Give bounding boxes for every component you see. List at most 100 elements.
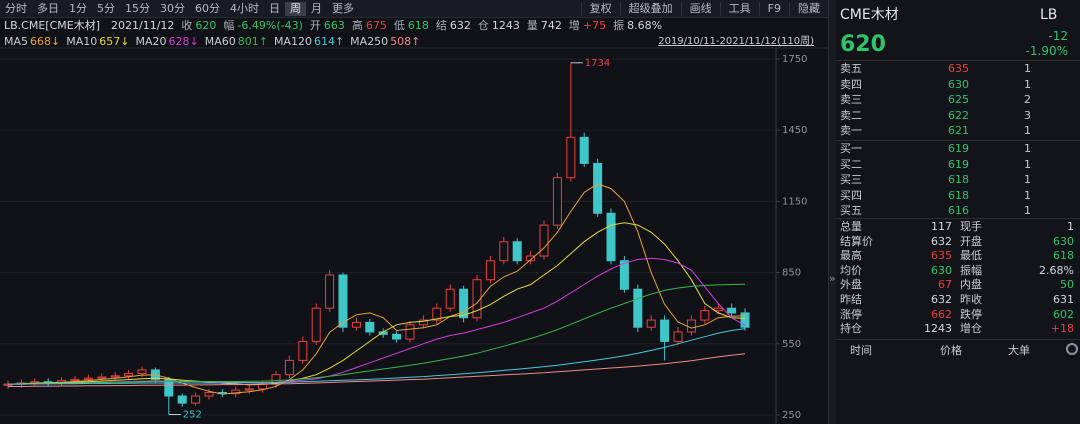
quote-label: 增 xyxy=(568,19,580,32)
book-price: 625 xyxy=(948,93,969,107)
candle-body xyxy=(418,319,428,326)
book-price: 616 xyxy=(948,204,969,218)
stat-label: 昨收 xyxy=(960,293,982,306)
period-tab[interactable]: 4小时 xyxy=(230,1,259,15)
legend-value: 508↑ xyxy=(390,35,421,48)
book-label: 买五 xyxy=(840,204,862,218)
instrument-code: LB xyxy=(1040,7,1058,23)
book-price: 622 xyxy=(948,108,969,122)
book-label: 卖三 xyxy=(840,93,862,107)
quote-item: 高 675 xyxy=(352,19,387,33)
stat-value: 50 xyxy=(1060,278,1074,292)
tool-button[interactable]: 画线 xyxy=(680,1,720,16)
period-tab[interactable]: 5分 xyxy=(97,1,115,15)
quote-value: 1243 xyxy=(491,19,520,32)
column-header: 大单 xyxy=(1008,344,1030,357)
ma-legend: MA5 668↓ MA10 657↓ MA20 628↓ MA60 801↑ MA120 614↑… xyxy=(4,35,420,49)
y-tick-label: 850 xyxy=(782,268,801,279)
legend-value: 801↑ xyxy=(237,35,268,48)
instrument-name: CME木材 xyxy=(840,7,899,23)
candle-body xyxy=(606,212,616,262)
stat-label: 增仓 xyxy=(960,322,982,336)
candle-body xyxy=(351,321,361,328)
legend-entry: MA250 508↑ xyxy=(350,35,420,49)
candle-body xyxy=(70,378,80,382)
stat-value: 117 xyxy=(931,220,952,233)
candle-body xyxy=(311,307,321,342)
book-price: 619 xyxy=(948,142,969,155)
candle-body xyxy=(177,395,187,404)
legend-entry: MA60 801↑ xyxy=(205,35,268,49)
candle-body xyxy=(660,319,670,342)
tool-button[interactable]: 隐藏 xyxy=(789,1,828,16)
stat-value: 618 xyxy=(1053,249,1074,263)
y-tick-label: 1450 xyxy=(782,125,807,136)
quote-item: 开 663 xyxy=(310,19,345,33)
ma-line xyxy=(7,222,746,386)
period-tab[interactable]: 月 xyxy=(311,1,322,15)
period-tab[interactable]: 分时 xyxy=(5,1,27,15)
candle-body xyxy=(392,333,402,340)
stat-label: 内盘 xyxy=(960,278,982,292)
stat-value: 662 xyxy=(931,307,952,321)
period-tab[interactable]: 15分 xyxy=(125,1,150,15)
book-label: 买四 xyxy=(840,188,862,202)
tool-button[interactable]: 复权 xyxy=(580,1,620,16)
y-tick-label: 250 xyxy=(782,410,801,421)
stat-value: 1243 xyxy=(924,322,952,336)
legend-name: MA10 xyxy=(66,35,98,48)
high-annotation: 1734 xyxy=(585,58,610,69)
price-change: -12 xyxy=(1048,29,1068,43)
stat-value: 2.68% xyxy=(1039,263,1074,277)
period-tab[interactable]: 多日 xyxy=(37,1,59,15)
period-tab[interactable]: 周 xyxy=(285,1,306,16)
stat-value: 630 xyxy=(1053,234,1074,248)
candle-body xyxy=(552,177,562,226)
range-label[interactable]: 2019/10/11-2021/11/12(110周) xyxy=(658,36,814,47)
candle-body xyxy=(137,369,147,374)
quote-panel xyxy=(836,0,1080,424)
legend-value: 657↓ xyxy=(99,35,130,48)
quote-label: 振 xyxy=(613,19,625,32)
collapse-button[interactable]: » xyxy=(829,272,836,285)
legend-name: MA60 xyxy=(204,35,236,48)
separator xyxy=(836,339,1080,340)
period-tab[interactable]: 更多 xyxy=(332,1,354,15)
legend-name: MA5 xyxy=(4,35,29,48)
book-label: 卖四 xyxy=(840,77,862,91)
quote-item: 幅 -6.49%(-43) xyxy=(223,19,302,33)
ma-line xyxy=(8,353,746,387)
period-tab[interactable]: 日 xyxy=(269,1,280,15)
tool-button[interactable]: 超级叠加 xyxy=(619,1,681,16)
quote-value: 8.68% xyxy=(627,19,663,32)
quote-bar: LB.CME[CME木材] 2021/11/12 收 620 幅 -6.49%(-43) 开… xyxy=(4,19,662,33)
book-volume: 1 xyxy=(1024,204,1031,218)
quote-item: 结 632 xyxy=(436,19,471,33)
period-tab[interactable]: 60分 xyxy=(195,1,220,15)
settings-icon[interactable] xyxy=(1066,343,1078,355)
period-tab[interactable]: 1分 xyxy=(69,1,87,15)
tool-group: 复权 超级叠加 画线 工具 F9 隐藏 xyxy=(580,0,828,17)
legend-value: 614↑ xyxy=(313,35,345,48)
stat-value: 67 xyxy=(938,278,952,292)
legend-name: MA20 xyxy=(135,35,167,48)
candle-body xyxy=(284,359,294,376)
book-price: 635 xyxy=(948,62,969,75)
separator xyxy=(836,60,1080,61)
candle-body xyxy=(83,377,93,380)
candle-body xyxy=(512,241,522,262)
book-volume: 1 xyxy=(1024,62,1031,75)
kline-chart: 250 550 850 1150 1450 1750 1734 252 xyxy=(0,47,828,424)
period-tab[interactable]: 30分 xyxy=(160,1,185,15)
book-label: 卖五 xyxy=(840,62,862,75)
candle-body xyxy=(365,321,375,333)
candle-body xyxy=(445,288,455,309)
tool-button[interactable]: 工具 xyxy=(719,1,759,16)
book-volume: 1 xyxy=(1024,188,1031,202)
stat-label: 昨结 xyxy=(840,293,862,306)
separator xyxy=(836,218,1080,219)
tool-button[interactable]: F9 xyxy=(758,1,789,16)
quote-item: 增 +75 xyxy=(569,19,606,33)
column-header: 时间 xyxy=(850,344,872,357)
quote-value: 618 xyxy=(407,19,429,32)
